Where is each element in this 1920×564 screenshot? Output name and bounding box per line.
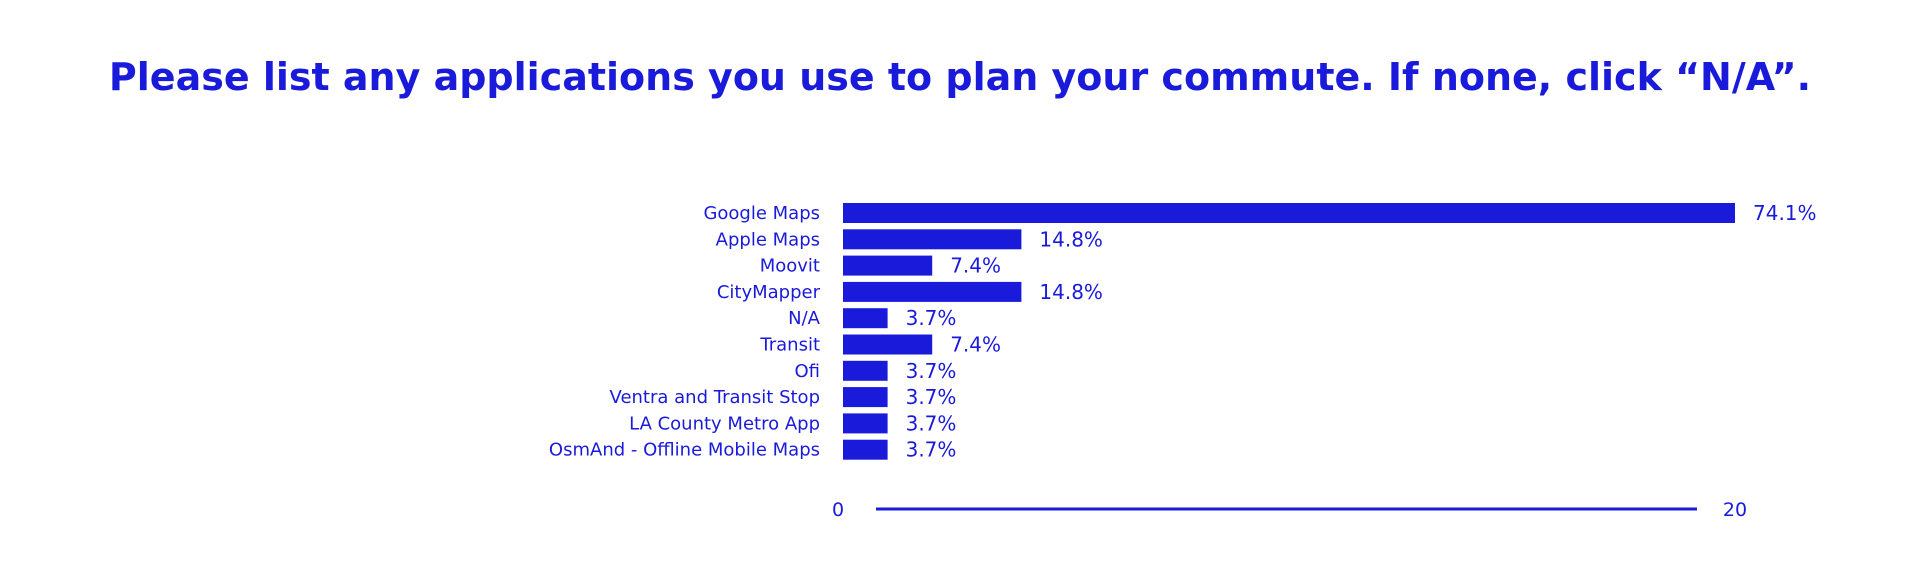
category-label: LA County Metro App (629, 413, 820, 434)
bar (843, 387, 888, 408)
value-label: 3.7% (906, 411, 957, 435)
value-label: 3.7% (906, 438, 957, 462)
value-label: 74.1% (1753, 201, 1817, 225)
bar (843, 281, 1022, 302)
category-label: Ofi (794, 361, 820, 382)
value-label: 3.7% (906, 306, 957, 330)
bar (843, 203, 1735, 223)
category-label: Apple Maps (716, 229, 820, 250)
category-label: Google Maps (703, 203, 820, 224)
x-tick-label: 20 (1723, 499, 1747, 521)
x-tick-label: 0 (832, 499, 844, 521)
category-label: Ventra and Transit Stop (610, 387, 820, 408)
value-label: 7.4% (950, 333, 1001, 357)
category-label: Moovit (760, 256, 820, 277)
category-label: OsmAnd - Offline Mobile Maps (549, 440, 820, 461)
category-label: N/A (788, 308, 821, 329)
bar (843, 334, 933, 355)
value-label: 7.4% (950, 254, 1001, 278)
value-label: 14.8% (1039, 280, 1103, 304)
bar (843, 413, 888, 434)
value-label: 3.7% (906, 359, 957, 383)
bar (843, 229, 1022, 250)
bar (843, 308, 888, 329)
category-label: CityMapper (717, 282, 821, 303)
value-label: 3.7% (906, 385, 957, 409)
bar (843, 255, 933, 276)
bar (843, 360, 888, 381)
category-label: Transit (759, 335, 820, 356)
value-label: 14.8% (1039, 227, 1103, 251)
chart-title: Please list any applications you use to … (108, 55, 1812, 99)
bar (843, 439, 888, 460)
